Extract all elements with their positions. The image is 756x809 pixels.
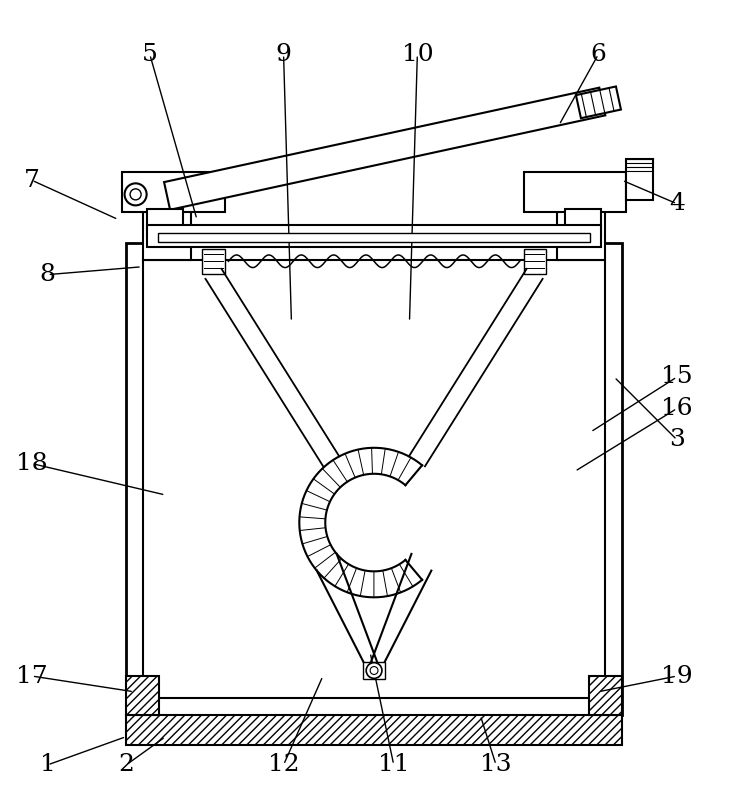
Text: 3: 3 [669,429,685,451]
Bar [363,662,385,680]
Circle shape [125,184,147,205]
Bar [565,210,601,237]
Text: 13: 13 [480,753,512,777]
Circle shape [366,663,382,679]
Circle shape [370,667,378,675]
Bar [557,193,605,260]
Text: 12: 12 [268,753,299,777]
Bar [126,715,622,745]
Text: 15: 15 [662,366,693,388]
Text: 8: 8 [39,263,55,286]
Bar [576,87,621,118]
Bar [147,225,601,247]
Text: 4: 4 [669,193,685,215]
Bar [144,260,605,698]
Bar [144,193,191,260]
Text: 2: 2 [118,753,134,777]
Text: 18: 18 [16,452,48,475]
Text: 11: 11 [378,753,410,777]
Text: 7: 7 [23,169,39,192]
Text: 5: 5 [142,43,158,66]
Bar [126,244,622,715]
Polygon shape [164,87,606,210]
Text: 16: 16 [662,397,693,420]
Text: 9: 9 [276,43,292,66]
Bar [589,676,622,715]
Bar [147,210,183,237]
Circle shape [130,188,141,200]
Text: 1: 1 [39,753,55,777]
Text: 6: 6 [590,43,606,66]
Text: 17: 17 [16,664,48,688]
Bar [626,159,653,200]
Bar [158,233,590,243]
Text: 19: 19 [662,664,693,688]
Bar [126,676,160,715]
Bar [524,248,546,274]
Bar [203,248,225,274]
Text: 10: 10 [401,43,433,66]
Bar [524,172,626,212]
Bar [122,172,225,212]
